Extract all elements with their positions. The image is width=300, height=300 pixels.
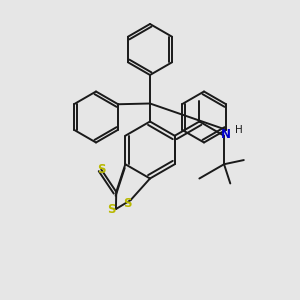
Text: S: S bbox=[97, 163, 106, 176]
Text: S: S bbox=[107, 202, 116, 215]
Text: N: N bbox=[220, 128, 230, 141]
Text: S: S bbox=[123, 197, 132, 210]
Text: H: H bbox=[235, 125, 242, 135]
